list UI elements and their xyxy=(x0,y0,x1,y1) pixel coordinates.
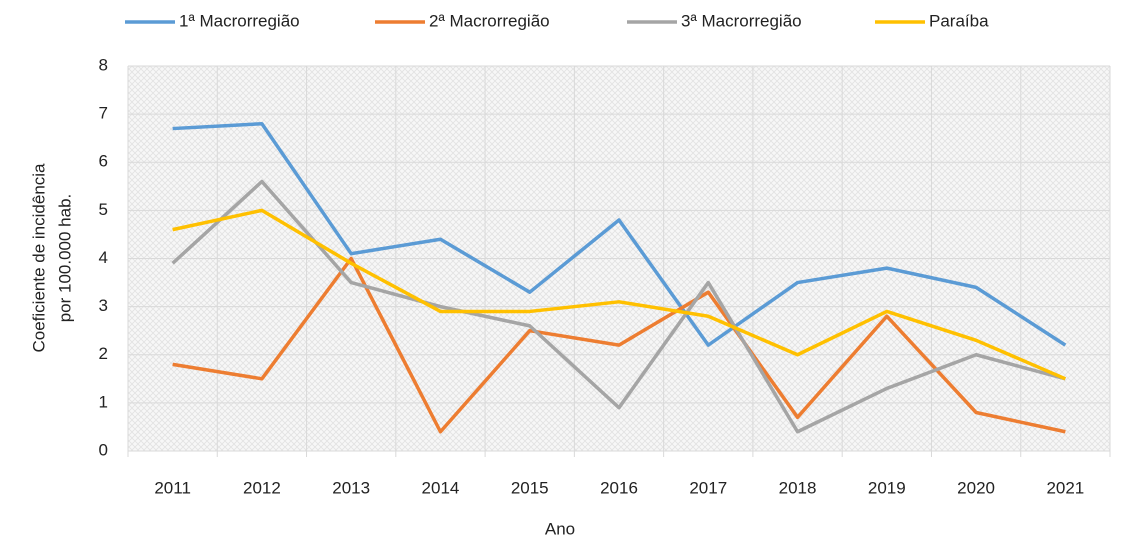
x-tick-label: 2012 xyxy=(243,478,281,497)
legend-label: Paraíba xyxy=(929,11,989,30)
y-tick-label: 1 xyxy=(99,392,108,411)
data-line xyxy=(172,256,1066,434)
y-tick-label: 4 xyxy=(99,248,108,267)
x-tick-label: 2014 xyxy=(422,478,460,497)
y-axis-label: por 100.000 hab. xyxy=(55,194,74,323)
x-tick-label: 2019 xyxy=(868,478,906,497)
x-tick-label: 2017 xyxy=(689,478,727,497)
x-tick-label: 2021 xyxy=(1046,478,1084,497)
data-line xyxy=(172,122,1067,347)
y-tick-label: 5 xyxy=(99,200,108,219)
x-tick-label: 2015 xyxy=(511,478,549,497)
x-tick-label: 2013 xyxy=(332,478,370,497)
data-line xyxy=(171,179,1066,434)
y-tick-label: 6 xyxy=(99,152,108,171)
x-tick-label: 2018 xyxy=(779,478,817,497)
y-tick-label: 8 xyxy=(99,55,108,74)
data-line xyxy=(172,208,1067,381)
y-tick-label: 3 xyxy=(99,296,108,315)
x-tick-label: 2020 xyxy=(957,478,995,497)
legend-label: 1ª Macrorregião xyxy=(179,11,300,30)
y-tick-label: 2 xyxy=(99,344,108,363)
legend-label: 3ª Macrorregião xyxy=(681,11,802,30)
y-axis-label: Coeficiente de incidência xyxy=(29,163,48,353)
y-tick-label: 0 xyxy=(99,440,108,459)
y-tick-label: 7 xyxy=(99,104,108,123)
x-tick-label: 2016 xyxy=(600,478,638,497)
x-axis-label: Ano xyxy=(545,519,575,538)
x-tick-label: 2011 xyxy=(154,478,191,497)
legend-label: 2ª Macrorregião xyxy=(429,11,550,30)
